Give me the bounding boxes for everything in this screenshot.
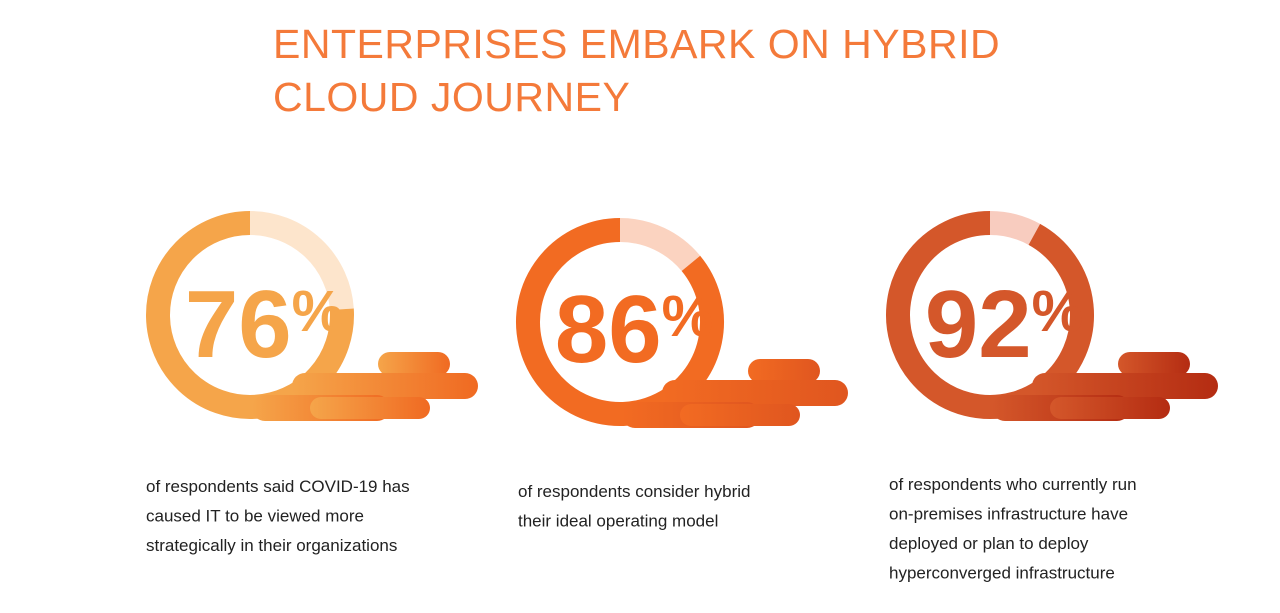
stat-description: of respondents said COVID-19 has	[146, 477, 410, 496]
ring-track	[249, 211, 354, 311]
stat-unit: %	[1032, 279, 1084, 344]
stat: 86% of respondents consider hybrid their i…	[516, 218, 848, 531]
stat-number: 92	[925, 271, 1032, 378]
stat-value: 86%	[555, 276, 713, 383]
stat: 92% of respondents who currently run on-pr…	[886, 211, 1218, 583]
stat-description: deployed or plan to deploy	[889, 534, 1089, 553]
cloud	[748, 359, 820, 383]
stat-value: 92%	[925, 271, 1083, 378]
ring-track	[619, 218, 701, 272]
stat-value: 76%	[185, 271, 343, 378]
ring-track	[989, 211, 1041, 246]
stat-description: hyperconverged infrastructure	[889, 564, 1115, 583]
stat-description: on-premises infrastructure have	[889, 505, 1128, 524]
cloud	[1050, 397, 1170, 419]
title-line: CLOUD JOURNEY	[273, 74, 630, 120]
cloud	[662, 380, 848, 406]
cloud	[378, 352, 450, 376]
cloud	[680, 404, 800, 426]
stat-unit: %	[662, 284, 714, 349]
cloud	[1032, 373, 1218, 399]
stat-number: 76	[185, 271, 292, 378]
stat-number: 86	[555, 276, 662, 383]
stat-description: strategically in their organizations	[146, 536, 397, 555]
cloud	[292, 373, 478, 399]
stat-unit: %	[292, 279, 344, 344]
ring-arc	[146, 211, 354, 419]
stat-description: of respondents who currently run	[889, 475, 1137, 494]
ring-arc	[886, 211, 1094, 419]
stat: 76% of respondents said COVID-19 has cause…	[146, 211, 478, 555]
cloud	[1118, 352, 1190, 376]
stat-description: their ideal operating model	[518, 512, 718, 531]
stat-description: caused IT to be viewed more	[146, 507, 364, 526]
stat-description: of respondents consider hybrid	[518, 482, 750, 501]
title-line: ENTERPRISES EMBARK ON HYBRID	[273, 21, 1000, 67]
cloud	[310, 397, 430, 419]
ring-arc	[516, 218, 724, 426]
